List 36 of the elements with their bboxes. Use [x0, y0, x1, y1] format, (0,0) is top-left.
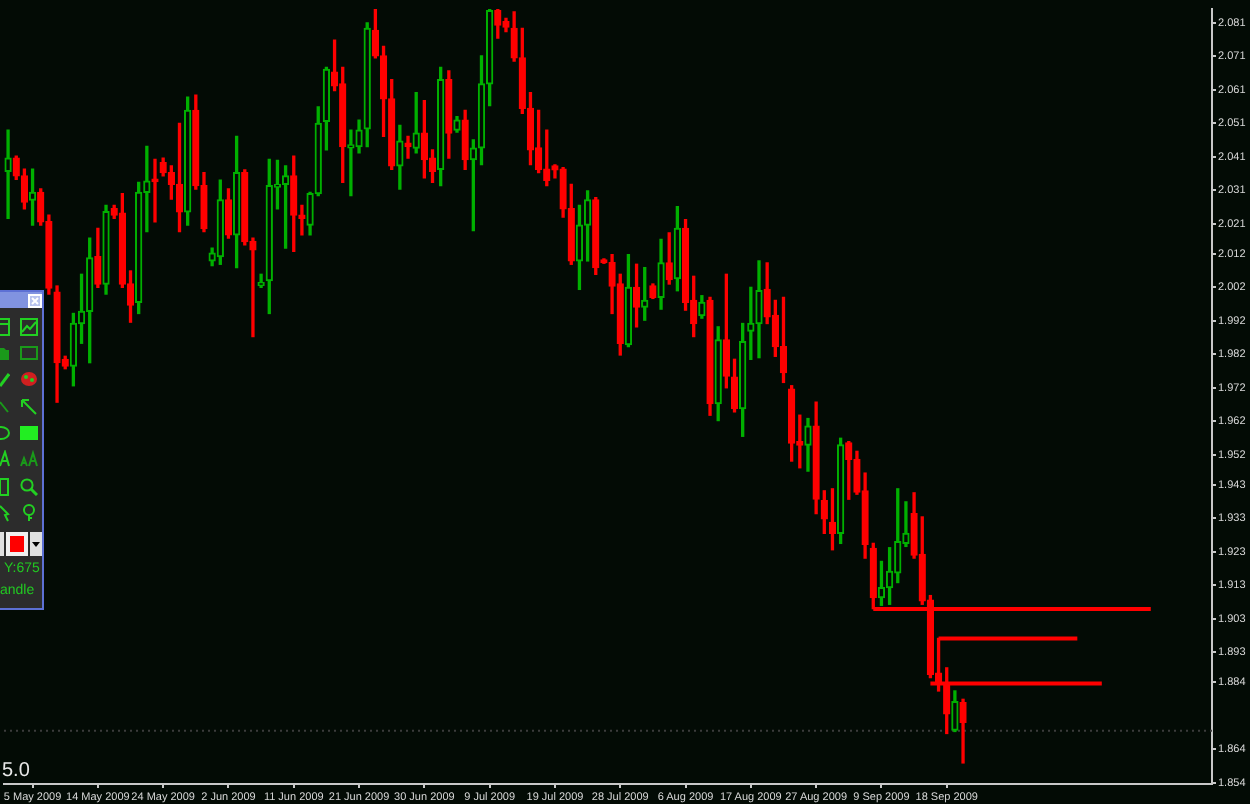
candlestick: [812, 401, 820, 515]
candlestick: [706, 296, 714, 416]
candlestick: [412, 91, 420, 154]
candlestick: [94, 227, 102, 289]
candlestick: [224, 188, 233, 239]
candlestick: [714, 326, 722, 422]
candlestick: [281, 165, 290, 249]
candlestick: [453, 116, 461, 133]
candlestick: [339, 66, 347, 183]
candlestick: [836, 437, 845, 545]
candlestick: [4, 129, 12, 220]
candlestick: [951, 690, 959, 733]
candlestick: [624, 253, 633, 348]
candlestick: [755, 260, 763, 359]
candlestick: [641, 266, 649, 321]
annotation: 5.0: [2, 760, 30, 782]
candlestick: [86, 237, 94, 364]
candlestick: [698, 295, 706, 319]
candlestick: [494, 8, 502, 39]
candlestick: [592, 197, 600, 275]
candlestick: [183, 96, 192, 226]
candlestick: [265, 158, 273, 315]
candlestick: [845, 440, 853, 500]
candlestick: [649, 283, 657, 300]
candlestick: [461, 109, 469, 170]
candlestick: [151, 158, 159, 223]
candlestick: [437, 66, 445, 187]
candlestick: [396, 124, 404, 190]
candlestick: [363, 22, 371, 148]
candlestick: [657, 238, 665, 310]
candlestick: [804, 417, 812, 472]
candlestick: [445, 70, 453, 159]
candlestick: [404, 135, 412, 159]
candlestick: [216, 179, 224, 265]
candlestick: [787, 385, 796, 462]
candlestick: [102, 204, 110, 295]
